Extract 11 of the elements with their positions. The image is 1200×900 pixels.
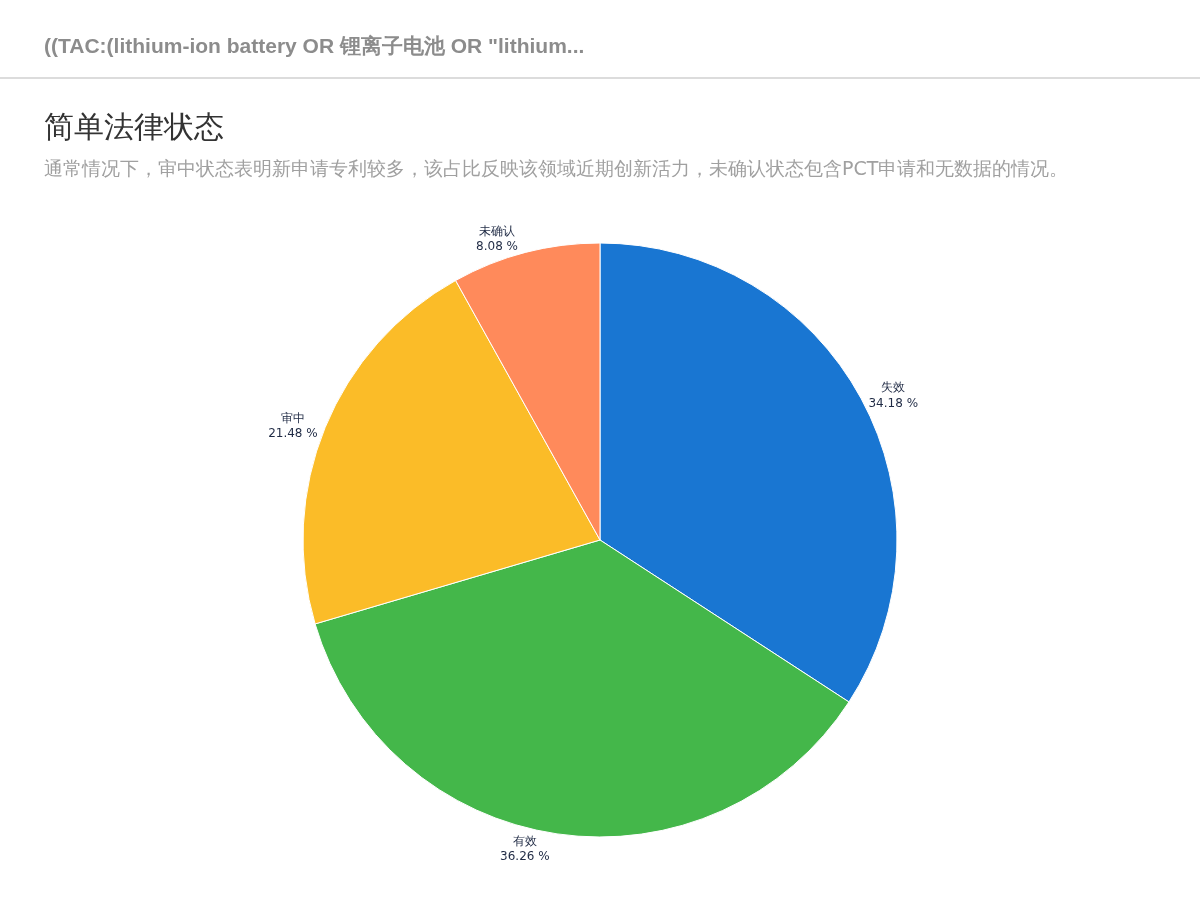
slice-label: 失效: [881, 380, 906, 395]
text: ((TAC:(lithium-ion battery OR 锂离子电池 OR "lithium...: [44, 34, 585, 57]
slice-label: 未确认: [479, 223, 516, 238]
chart-subtitle: 通常情况下，审中状态表明新申请专利较多，该占比反映该领域近期创新活力，未确认状态包含PCT申请和无数据的情况。: [44, 157, 1069, 179]
slice-label: 有效: [512, 833, 537, 848]
data-label: 8.08 %: [476, 239, 519, 254]
data-label: 34.18 %: [868, 395, 919, 410]
data-label: 36.26 %: [500, 849, 550, 864]
chart-title: 简单法律状态: [44, 109, 224, 144]
data-label: 21.48 %: [268, 426, 318, 441]
slice-label: 审中: [280, 410, 305, 425]
